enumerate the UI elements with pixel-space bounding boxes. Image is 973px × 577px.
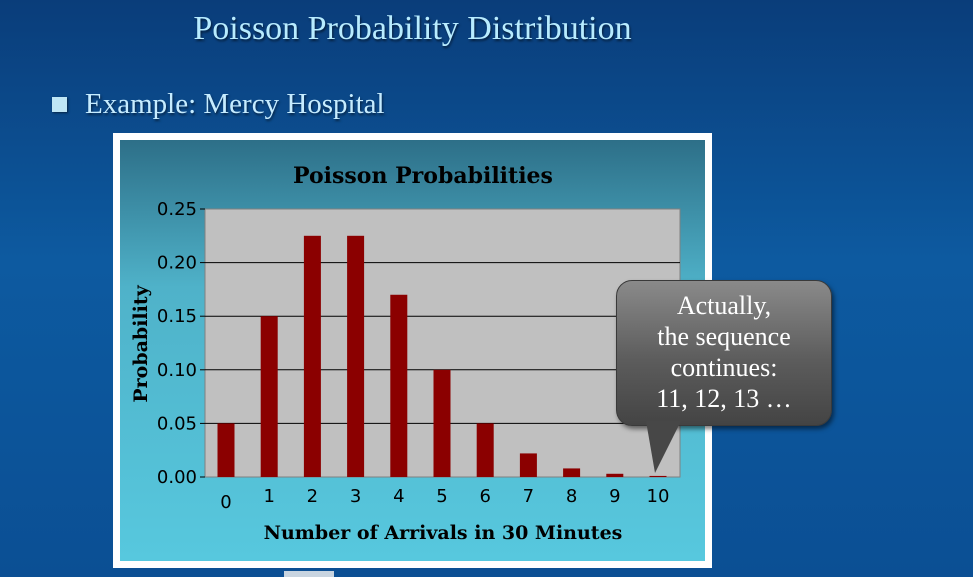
bullet-item: Example: Mercy Hospital [52, 88, 385, 121]
slide-title: Poisson Probability Distribution [193, 10, 632, 47]
x-tick-label: 4 [393, 486, 404, 507]
gridlines [205, 262, 680, 424]
bottom-tab [284, 571, 334, 577]
x-tick-label: 0 [220, 492, 231, 513]
bar [476, 423, 494, 477]
bar [390, 294, 408, 477]
callout-line: Actually, [676, 291, 772, 320]
x-tick-label: 10 [647, 486, 670, 507]
y-tick-label: 0.00 [157, 467, 197, 488]
callout-line: 11, 12, 13 … [656, 384, 792, 413]
bar [303, 235, 321, 477]
chart-title: Poisson Probabilities [293, 163, 553, 189]
poisson-chart: 0.00 0.05 0.10 0.15 0.20 0.25 0 1 2 3 4 5 6 7 8 9 10 Po… [120, 140, 705, 561]
callout-box: Actually, the sequence continues: 11, 12… [616, 280, 832, 426]
y-tick-label: 0.20 [157, 253, 197, 274]
y-tick-labels: 0.00 0.05 0.10 0.15 0.20 0.25 [157, 199, 205, 488]
bar [260, 316, 278, 477]
bar [217, 423, 235, 477]
x-tick-label: 2 [307, 486, 318, 507]
x-tick-label: 3 [350, 486, 361, 507]
x-tick-label: 8 [566, 486, 577, 507]
bullet-text: Example: Mercy Hospital [85, 88, 385, 120]
x-tick-label: 5 [436, 486, 447, 507]
callout-line: the sequence [657, 322, 791, 351]
y-tick-label: 0.25 [157, 199, 197, 220]
x-axis-label: Number of Arrivals in 30 Minutes [264, 522, 623, 544]
x-tick-label: 6 [479, 486, 490, 507]
bar [433, 369, 451, 477]
bar [563, 468, 581, 477]
bar [519, 453, 537, 477]
x-tick-label: 9 [609, 486, 620, 507]
x-tick-labels: 0 1 2 3 4 5 6 7 8 9 10 [220, 486, 669, 513]
y-axis-label: Probability [130, 284, 152, 402]
callout-pointer [646, 421, 681, 473]
y-tick-label: 0.10 [157, 360, 197, 381]
bar-series [217, 235, 667, 477]
bar [347, 235, 365, 477]
callout-line: continues: [670, 353, 778, 382]
bullet-square-icon [52, 97, 67, 112]
bar [649, 475, 667, 477]
y-tick-label: 0.05 [157, 413, 197, 434]
x-tick-label: 7 [523, 486, 534, 507]
bar [606, 473, 624, 477]
x-tick-label: 1 [263, 486, 274, 507]
chart-frame: 0.00 0.05 0.10 0.15 0.20 0.25 0 1 2 3 4 5 6 7 8 9 10 Po… [113, 133, 712, 568]
y-tick-label: 0.15 [157, 306, 197, 327]
